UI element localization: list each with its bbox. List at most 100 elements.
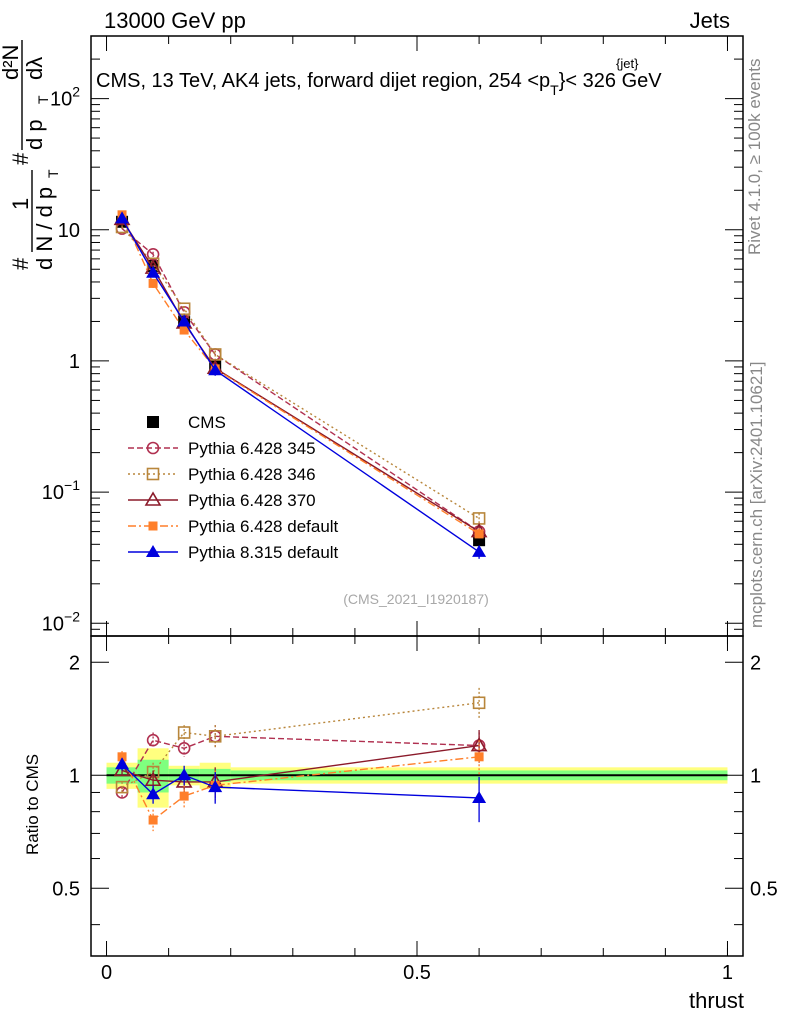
ratio-line-p6def [121,756,480,822]
ratio-point-p345 [177,741,191,755]
ylabel-hash2: # [8,152,33,165]
title-sub: T [550,82,559,98]
plot-title: CMS, 13 TeV, AK4 jets, forward dijet reg… [96,70,662,98]
ratio-point-p370 [144,771,162,787]
ylabel-hash1: # [8,257,33,270]
main-ytick-base: 10 [58,220,80,242]
ratio-point-p8def [472,790,487,803]
main-ytick-label: 102 [50,84,80,111]
main-ytick-exp: 2 [72,84,80,100]
ylabel-dpt: d p [22,119,47,150]
main-ytick-label: 1 [69,351,80,373]
ratio-point-p8def [208,780,223,793]
legend-item-p6def: Pythia 6.428 default [128,517,339,536]
ratio-point-p345 [146,733,160,747]
analysis-watermark: (CMS_2021_I1920187) [343,591,489,607]
main-ytick-base: 1 [69,351,80,373]
main-point-p8def [472,544,487,557]
main-point-p8def [146,265,161,278]
main-series [113,210,488,559]
main-line-p346 [121,226,480,520]
ratio-point-p370 [113,761,131,777]
main-ytick-label: 10 [58,220,80,242]
ratio-ytick-label-left: 0.5 [52,878,80,900]
main-point-p8def [115,211,130,224]
main-point-p8def [208,363,223,376]
rivet-label: Rivet 4.1.0, ≥ 100k events [745,59,764,255]
ratio-point-p6def [179,791,189,801]
ratio-point-p8def [177,768,192,781]
mcplots-label: mcplots.cern.ch [arXiv:2401.10621] [747,362,766,628]
ratio-point-p8def [146,787,161,800]
main-point-p8def [177,314,192,327]
legend-item-p370: Pythia 6.428 370 [128,491,316,510]
main-ytick-exp: −2 [64,608,80,624]
ratio-point-p346 [208,730,222,743]
title-sup: {jet} [616,56,639,71]
ylabel-sub-t2: T [35,95,51,104]
main-line-p345 [121,228,480,533]
ratio-ytick-label-left: 1 [69,765,80,787]
legend-item-p8def: Pythia 8.315 default [128,543,339,562]
ratio-point-p346 [177,726,191,739]
header-left: 13000 GeV pp [104,8,246,33]
ylabel-d2n: d²N [0,45,23,80]
main-point-p346 [177,302,191,316]
legend-marker-cms [147,416,159,428]
legend-marker-p6def [148,521,158,531]
ratio-ticks: 2 2 1 1 0.5 0.5 0 0.5 1 [52,636,778,984]
ratio-xtick-label: 0.5 [403,962,431,984]
ratio-point-p8def [115,757,130,770]
legend: CMS Pythia 6.428 345 Pythia 6.428 346 Pythi… [128,413,339,562]
title-end: }< 326 GeV [559,70,663,92]
ratio-point-p6def [148,815,158,825]
main-point-p6def [148,278,158,288]
ratio-ytick-label-right: 2 [750,652,761,674]
legend-label: Pythia 6.428 370 [188,491,316,510]
main-point-p6def [179,325,189,335]
ratio-ytick-label-right: 1 [750,765,761,787]
ratio-ytick-label-left: 2 [69,652,80,674]
ratio-xtick-label: 0 [101,962,112,984]
ylabel-sub-t: T [45,169,61,178]
x-axis-label: thrust [689,988,744,1013]
legend-label: Pythia 6.428 346 [188,465,316,484]
ratio-series-p370 [113,730,488,798]
ylabel-one: 1 [8,198,33,210]
main-ytick-base: 10 [42,482,64,504]
legend-marker-p345 [146,441,160,455]
main-series-p8def [115,211,487,559]
legend-marker-p346 [146,467,160,481]
legend-label: Pythia 8.315 default [188,543,339,562]
ratio-series-p6def [117,740,484,832]
main-ytick-label: 10−1 [42,477,80,504]
legend-item-cms: CMS [147,413,226,432]
ylabel-dn-dpt: d N / d p [32,187,57,270]
ratio-ytick-label-right: 0.5 [750,878,778,900]
ratio-ylabel: Ratio to CMS [23,754,42,855]
ratio-series [113,687,488,832]
ratio-frame [90,635,744,957]
ratio-point-p346 [115,780,129,794]
legend-label: Pythia 6.428 345 [188,439,316,458]
legend-marker-p8def [146,545,160,557]
main-line-p6def [121,214,480,535]
main-ylabel: # 1 d N / d p T # d²N d p T dλ [0,40,61,270]
ratio-series-p8def [115,757,487,823]
main-ytick-label: 10−2 [42,608,80,635]
legend-label: Pythia 6.428 default [188,517,339,536]
main-point-p6def [474,529,484,539]
ratio-point-p6def [474,752,484,762]
ratio-point-p346 [472,696,486,710]
ylabel-dlambda: dλ [22,57,47,80]
ratio-point-p370 [470,736,488,752]
main-ytick-base: 10 [50,89,72,111]
ratio-point-p6def [117,752,127,762]
main-ytick-exp: −1 [64,477,80,493]
title-main: CMS, 13 TeV, AK4 jets, forward dijet reg… [96,70,550,92]
header-right: Jets [690,8,730,33]
legend-item-p345: Pythia 6.428 345 [128,439,316,458]
legend-marker-p370 [144,491,162,506]
